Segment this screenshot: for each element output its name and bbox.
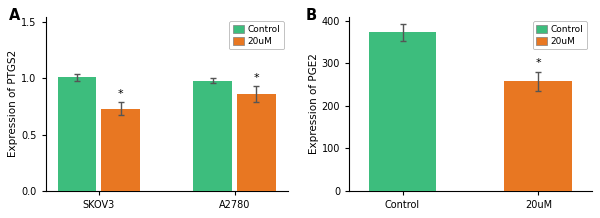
Y-axis label: Expression of PGE2: Expression of PGE2 <box>309 53 319 154</box>
Legend: Control, 20uM: Control, 20uM <box>229 21 284 49</box>
Text: *: * <box>254 73 259 83</box>
Y-axis label: Expression of PTGS2: Expression of PTGS2 <box>8 50 19 157</box>
Bar <box>193 81 232 191</box>
Text: A: A <box>9 8 20 23</box>
Text: B: B <box>305 8 317 23</box>
Bar <box>368 32 436 191</box>
Text: *: * <box>536 58 541 68</box>
Text: *: * <box>118 89 124 99</box>
Legend: Control, 20uM: Control, 20uM <box>533 21 587 49</box>
Bar <box>101 109 140 191</box>
Bar <box>237 94 276 191</box>
Bar <box>505 81 572 191</box>
Bar <box>58 77 97 191</box>
